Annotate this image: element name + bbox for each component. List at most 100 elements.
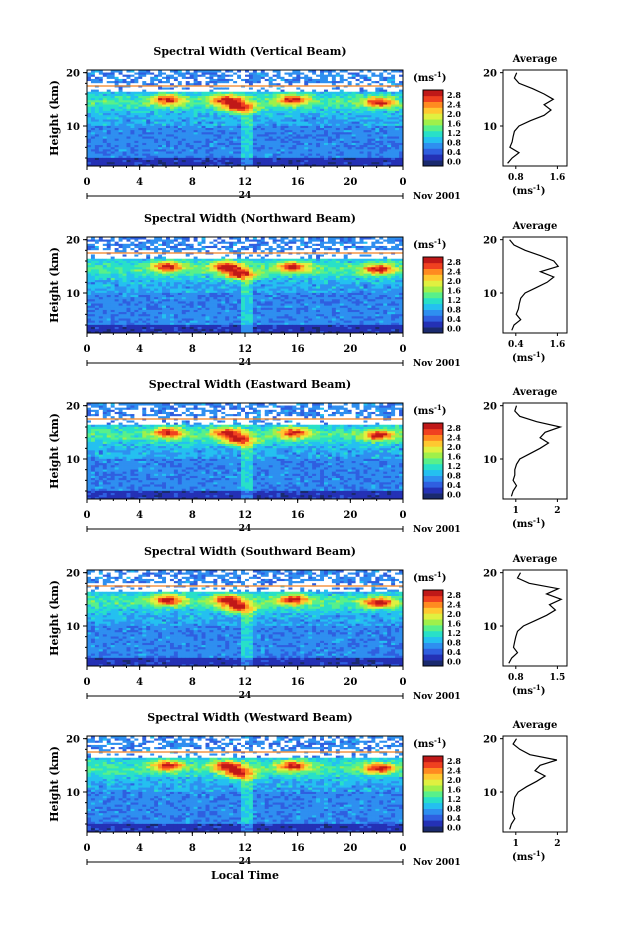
heatmap-cell — [189, 157, 195, 160]
heatmap-cell — [300, 102, 305, 105]
heatmap-cell — [98, 114, 104, 118]
heatmap-cell — [292, 102, 297, 105]
heatmap-cell — [229, 110, 234, 114]
heatmap-cell — [87, 247, 92, 251]
heatmap-cell — [87, 315, 92, 319]
heatmap-cell — [106, 140, 112, 143]
heatmap-cell — [391, 138, 396, 141]
heatmap-cell — [166, 106, 171, 109]
heatmap-cell — [114, 322, 119, 325]
heatmap-cell — [237, 144, 242, 148]
heatmap-cell — [118, 266, 123, 270]
heatmap-cell — [395, 91, 400, 94]
heatmap-cell — [185, 328, 191, 332]
heatmap-cell — [173, 307, 179, 310]
heatmap-cell — [245, 144, 250, 148]
heatmap-cell — [292, 157, 297, 160]
heatmap-cell — [343, 76, 349, 79]
heatmap-cell — [142, 275, 147, 278]
heatmap-cell — [221, 114, 226, 118]
heatmap-cell — [146, 157, 151, 160]
heatmap-cell — [284, 112, 289, 116]
heatmap-cell — [146, 121, 151, 124]
heatmap-cell — [375, 131, 380, 135]
heatmap-cell — [213, 127, 218, 131]
average-y-tick-label: 10 — [483, 122, 497, 133]
heatmap-cell — [304, 76, 309, 79]
heatmap-cell — [162, 99, 167, 103]
heatmap-cell — [335, 161, 341, 165]
heatmap-cell — [280, 80, 285, 84]
heatmap-cell — [347, 155, 353, 158]
heatmap-cell — [110, 303, 116, 306]
heatmap-cell — [395, 74, 400, 77]
heatmap-cell — [399, 155, 404, 158]
heatmap-cell — [189, 144, 195, 148]
heatmap-cell — [391, 131, 396, 135]
heatmap-cell — [142, 305, 147, 308]
heatmap-cell — [142, 260, 147, 263]
heatmap-cell — [138, 315, 143, 319]
heatmap-cell — [213, 144, 218, 148]
heatmap-cell — [181, 249, 187, 253]
heatmap-cell — [316, 80, 321, 84]
heatmap-cell — [391, 89, 396, 92]
heatmap-cell — [264, 91, 270, 94]
heatmap-cell — [205, 127, 210, 131]
heatmap-cell — [166, 283, 171, 287]
heatmap-cell — [367, 138, 372, 141]
heatmap-cell — [241, 87, 246, 90]
heatmap-cell — [335, 108, 341, 111]
heatmap-cell — [173, 330, 179, 334]
heatmap-cell — [379, 76, 384, 79]
heatmap-cell — [312, 151, 317, 154]
heatmap-cell — [245, 151, 250, 154]
heatmap-cell — [217, 131, 222, 135]
heatmap-cell — [252, 82, 258, 86]
heatmap-cell — [280, 70, 285, 73]
heatmap-cell — [181, 108, 187, 111]
heatmap-cell — [173, 89, 179, 92]
heatmap-cell — [296, 72, 301, 75]
heatmap-cell — [138, 328, 143, 332]
heatmap-cell — [138, 157, 143, 160]
heatmap-cell — [162, 324, 167, 327]
heatmap-cell — [106, 320, 112, 323]
heatmap-cell — [126, 292, 131, 295]
heatmap-cell — [162, 256, 167, 259]
heatmap-cell — [94, 322, 100, 325]
heatmap-cell — [276, 74, 281, 77]
heatmap-cell — [264, 157, 270, 160]
heatmap-cell — [122, 318, 127, 321]
heatmap-cell — [102, 254, 108, 257]
heatmap-cell — [193, 104, 198, 107]
heatmap-cell — [177, 153, 183, 156]
heatmap-cell — [90, 271, 96, 274]
heatmap-cell — [162, 301, 167, 304]
heatmap-cell — [335, 127, 341, 131]
heatmap-cell — [114, 307, 119, 310]
heatmap-cell — [367, 95, 372, 99]
heatmap-cell — [114, 245, 119, 249]
heatmap-cell — [177, 305, 183, 308]
heatmap-cell — [162, 87, 167, 90]
heatmap-cell — [284, 114, 289, 118]
heatmap-cell — [98, 275, 104, 278]
heatmap-cell — [154, 277, 159, 281]
heatmap-cell — [130, 142, 135, 146]
heatmap-cell — [371, 82, 376, 86]
heatmap-cell — [142, 123, 147, 126]
heatmap-cell — [241, 116, 246, 120]
heatmap-cell — [327, 142, 333, 146]
heatmap-cell — [181, 161, 187, 165]
heatmap-cell — [391, 153, 396, 156]
heatmap-cell — [166, 78, 171, 82]
heatmap-cell — [292, 151, 297, 154]
heatmap-cell — [90, 305, 96, 308]
heatmap-cell — [102, 311, 108, 315]
heatmap-cell — [106, 159, 112, 163]
heatmap-cell — [359, 127, 364, 131]
heatmap-cell — [288, 89, 293, 92]
heatmap-cell — [87, 134, 92, 137]
heatmap-cell — [110, 127, 116, 131]
